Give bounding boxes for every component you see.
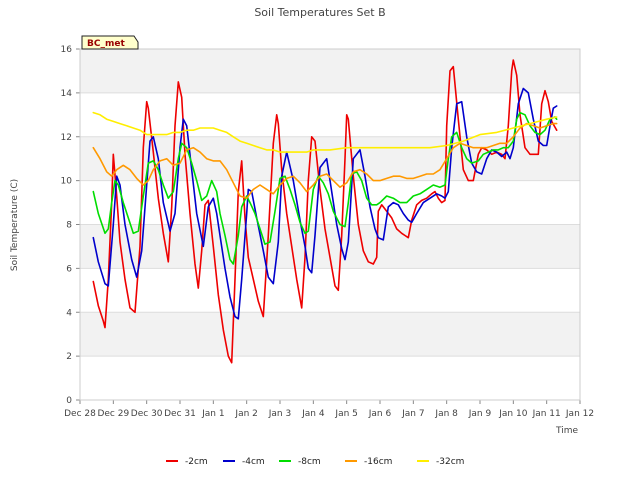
y-axis: 0 2 4 6 8 10 12 14 16 (61, 45, 80, 406)
series-line-minus-16cm (92, 122, 558, 199)
x-tick-label: Jan 2 (234, 409, 257, 419)
y-tick-label: 8 (66, 221, 72, 231)
grid-band (80, 268, 580, 313)
plot-frame (79, 48, 581, 401)
x-tick-label: Dec 28 (64, 409, 96, 419)
legend-label: -2cm (185, 457, 208, 467)
series-line-minus-2cm (92, 59, 558, 364)
y-tick-label: 14 (61, 89, 73, 99)
x-tick-label: Jan 7 (401, 409, 424, 419)
x-tick-label: Jan 11 (532, 409, 561, 419)
x-tick-label: Jan 5 (334, 409, 357, 419)
station-badge: BC_met (81, 35, 139, 50)
legend-label: -32cm (436, 457, 464, 467)
y-tick-label: 0 (66, 396, 72, 406)
plot-series (92, 59, 558, 364)
x-tick-label: Jan 9 (468, 409, 492, 419)
series-line-minus-32cm (92, 111, 558, 153)
grid-band (80, 312, 580, 357)
legend-label: -16cm (364, 457, 392, 467)
x-tick-label: Jan 10 (498, 409, 527, 419)
station-badge-label: BC_met (87, 39, 125, 49)
x-tick-label: Jan 8 (434, 409, 458, 419)
x-tick-label: Jan 3 (268, 409, 291, 419)
y-tick-label: 4 (66, 308, 72, 318)
series-line-minus-4cm (92, 87, 558, 320)
grid-band (80, 49, 580, 93)
grid-band (80, 92, 580, 137)
x-tick-label: Dec 29 (97, 409, 129, 419)
y-axis-title: Soil Temperature (C) (10, 179, 20, 271)
chart-title: Soil Temperatures Set B (254, 6, 385, 19)
x-tick-label: Dec 30 (131, 409, 163, 419)
grid-band (80, 356, 580, 400)
x-tick-label: Jan 1 (201, 409, 224, 419)
y-tick-label: 10 (61, 177, 73, 187)
x-tick-label: Jan 6 (368, 409, 392, 419)
legend-label: -8cm (298, 457, 321, 467)
x-axis-title: Time (555, 426, 578, 436)
y-tick-label: 12 (61, 133, 72, 143)
x-axis: Dec 28 Dec 29 Dec 30 Dec 31 Jan 1 Jan 2 Jan 3 J… (64, 400, 594, 419)
legend-label: -4cm (242, 457, 265, 467)
y-tick-label: 6 (66, 264, 72, 274)
x-tick-label: Jan 12 (565, 409, 594, 419)
grid-bands (80, 49, 580, 401)
y-tick-label: 16 (61, 45, 73, 55)
x-tick-label: Jan 4 (301, 409, 325, 419)
y-tick-label: 2 (66, 352, 72, 362)
x-tick-label: Dec 31 (164, 409, 196, 419)
legend: -2cm -4cm -8cm -16cm -32cm (166, 457, 464, 467)
